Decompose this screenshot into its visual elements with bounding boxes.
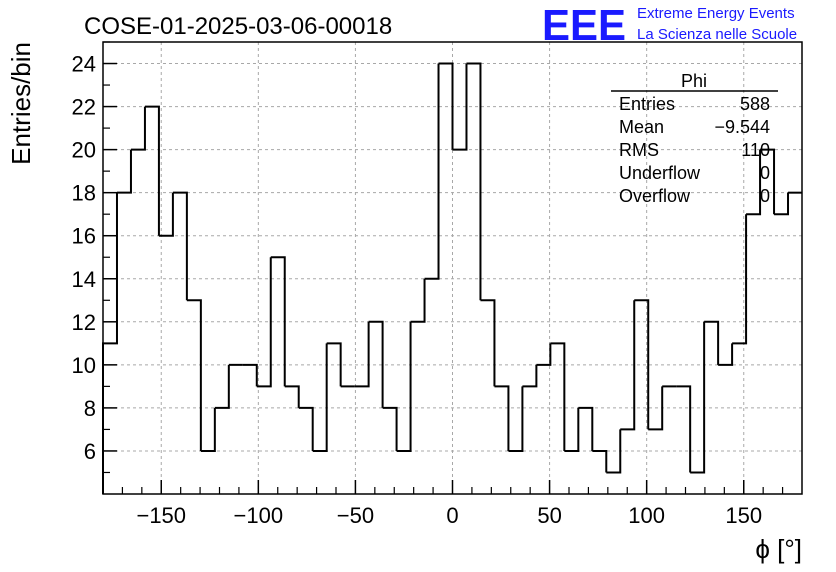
histogram-bin bbox=[536, 343, 552, 366]
y-tick-label: 14 bbox=[72, 267, 96, 292]
y-axis-label: Entries/bin bbox=[6, 42, 36, 165]
histogram-bin bbox=[676, 385, 692, 473]
histogram-bin bbox=[620, 300, 636, 431]
histogram-bin bbox=[774, 192, 790, 216]
histogram-bin bbox=[284, 385, 300, 408]
run-title: COSE-01-2025-03-06-00018 bbox=[84, 13, 392, 40]
y-tick-label: 10 bbox=[72, 353, 96, 378]
histogram-bin bbox=[410, 278, 426, 323]
histogram-bin bbox=[396, 321, 412, 452]
histogram-bin bbox=[606, 429, 622, 474]
x-tick-label: 150 bbox=[725, 503, 762, 528]
histogram-bin bbox=[172, 191, 188, 301]
histogram-bin bbox=[368, 320, 384, 408]
stats-label-rms: RMS bbox=[619, 140, 659, 160]
x-tick-label: 0 bbox=[446, 503, 458, 528]
histogram-bin bbox=[564, 407, 580, 452]
histogram-bin bbox=[130, 106, 146, 151]
histogram-bin bbox=[508, 386, 524, 452]
y-tick-label: 8 bbox=[84, 396, 96, 421]
histogram-bin bbox=[242, 363, 258, 387]
stats-label-mean: Mean bbox=[619, 117, 664, 137]
x-axis-label: ϕ [°] bbox=[755, 534, 802, 564]
histogram-bin bbox=[592, 449, 608, 473]
histogram-bin bbox=[746, 149, 762, 216]
histogram-bin bbox=[438, 62, 454, 150]
histogram-bin bbox=[522, 364, 538, 388]
stats-label-overflow: Overflow bbox=[619, 186, 691, 206]
histogram-bin bbox=[550, 342, 566, 451]
y-tick-label: 22 bbox=[72, 95, 96, 120]
axis-ticks: −150 −100 −50 0 50 100 150 6 8 10 12 14 16 18 20 22 24 bbox=[72, 41, 784, 528]
stats-value-rms: 110 bbox=[741, 140, 770, 160]
histogram-bin bbox=[270, 256, 286, 387]
project-name: Extreme Energy Events bbox=[637, 5, 795, 22]
stats-box: Phi Entries 588 Mean −9.544 RMS 110 Unde… bbox=[611, 71, 778, 206]
histogram-bin bbox=[634, 299, 650, 430]
stats-title: Phi bbox=[681, 71, 707, 91]
x-tick-label: 100 bbox=[628, 503, 665, 528]
stats-value-underflow: 0 bbox=[760, 163, 770, 183]
histogram-bin bbox=[186, 299, 202, 451]
histogram-bin bbox=[718, 343, 734, 366]
stats-value-overflow: 0 bbox=[760, 186, 770, 206]
histogram-bin bbox=[424, 63, 440, 280]
stats-value-mean: −9.544 bbox=[714, 117, 770, 137]
histogram-bin bbox=[690, 321, 706, 474]
y-tick-label: 24 bbox=[72, 52, 96, 77]
x-tick-label: −50 bbox=[337, 503, 374, 528]
stats-label-underflow: Underflow bbox=[619, 163, 701, 183]
histogram-bin bbox=[732, 214, 748, 345]
histogram-bin bbox=[494, 385, 510, 451]
histogram-bin bbox=[760, 148, 776, 215]
histogram-bin bbox=[256, 257, 272, 388]
eee-logo: EEE bbox=[542, 1, 626, 50]
histogram-bin bbox=[480, 299, 496, 387]
histogram-bin bbox=[116, 149, 132, 194]
histogram-bin bbox=[452, 63, 468, 151]
histogram-bin bbox=[382, 406, 398, 451]
x-tick-label: 50 bbox=[537, 503, 561, 528]
y-tick-label: 12 bbox=[72, 310, 96, 335]
histogram-bin bbox=[466, 62, 482, 301]
histogram-bin bbox=[298, 406, 314, 451]
y-tick-label: 20 bbox=[72, 138, 96, 163]
x-tick-label: −100 bbox=[234, 503, 284, 528]
histogram-bin bbox=[214, 364, 230, 409]
histogram-bin bbox=[326, 342, 342, 387]
y-tick-label: 6 bbox=[84, 439, 96, 464]
histogram-bin bbox=[200, 407, 216, 452]
histogram-bin bbox=[578, 406, 594, 451]
histogram-bin bbox=[354, 321, 370, 388]
histogram-bin bbox=[312, 343, 328, 452]
stats-label-entries: Entries bbox=[619, 94, 675, 114]
y-tick-label: 18 bbox=[72, 181, 96, 206]
histogram-bin bbox=[704, 320, 720, 365]
histogram-bin bbox=[144, 105, 160, 236]
histogram-bin bbox=[648, 386, 664, 431]
x-tick-label: −150 bbox=[136, 503, 186, 528]
stats-value-entries: 588 bbox=[740, 94, 770, 114]
histogram-bin bbox=[158, 192, 174, 237]
project-subtitle: La Scienza nelle Scuole bbox=[637, 26, 797, 43]
y-tick-label: 16 bbox=[72, 224, 96, 249]
